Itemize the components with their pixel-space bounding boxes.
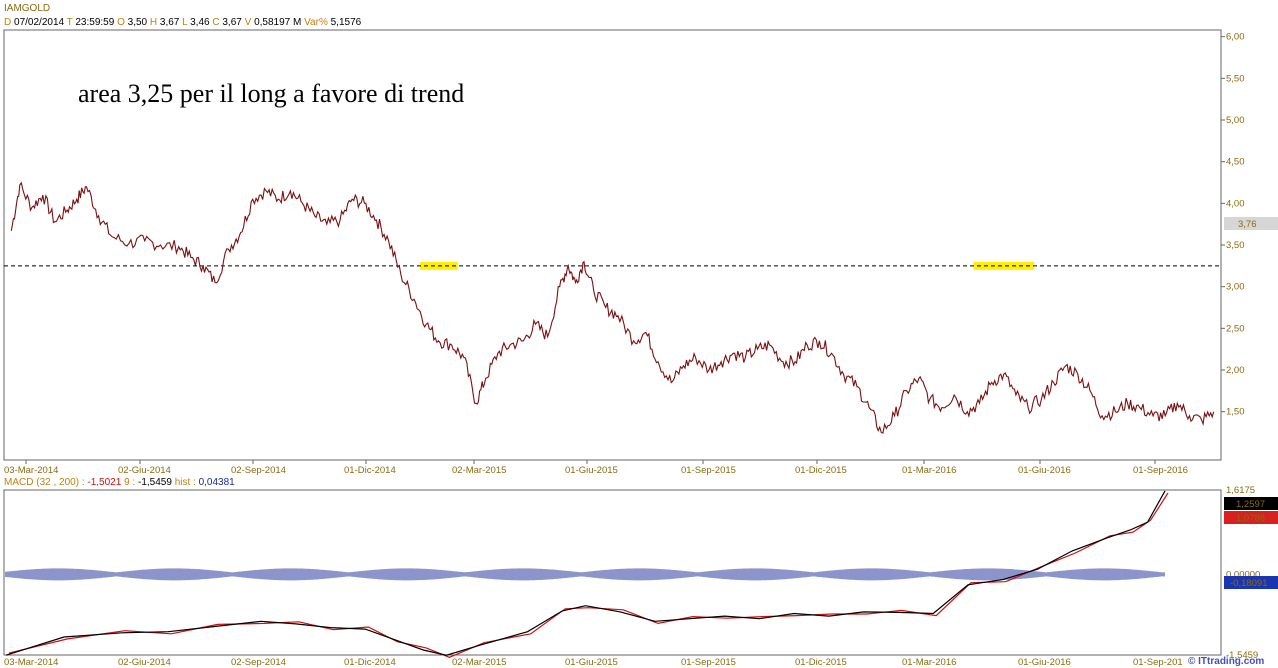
y-tick-label: 5,50 [1226,73,1245,84]
macd-x-tick-label: 01-Giu-2016 [1018,657,1071,668]
readout-value: 07/02/2014 [11,17,64,28]
y-tick-label: 2,00 [1226,365,1245,376]
readout-value: 3,50 [125,17,148,28]
y-tick-label: 4,00 [1226,198,1245,209]
signal-value-label: 1,0788 [1236,513,1265,524]
macd-histogram [5,568,1165,581]
x-tick-label: 02-Sep-2014 [231,465,286,476]
signal-readout-value: -1,5459 [138,477,175,488]
x-tick-label: 02-Mar-2015 [452,465,506,476]
last-price-tag: 3,76 [1224,217,1278,230]
macd-x-axis: 03-Mar-2014 02-Giu-2014 02-Sep-2014 01-Dic-… [4,657,1183,668]
chart-annotation: area 3,25 per il long a favore di trend [78,79,464,108]
macd-y-axis: 1,6175 0,00000 -1,5459 [1226,485,1260,661]
x-tick-label: 01-Giu-2015 [565,465,618,476]
macd-x-tick-label: 03-Mar-2014 [4,657,58,668]
macd-params: (32 , 200) : [36,477,87,488]
last-price-label: 3,76 [1238,219,1257,230]
macd-panel-frame [3,489,1222,656]
price-x-axis: 03-Mar-2014 02-Giu-2014 02-Sep-2014 01-Dic-… [4,460,1188,476]
readout-key: T [64,17,73,28]
readout-key: D [4,17,11,28]
x-tick-label: 01-Dic-2015 [795,465,847,476]
price-y-axis: 6,00 5,50 5,00 4,50 4,00 3,50 3,00 2,50 2,00 1,50 [1221,32,1245,418]
x-tick-label: 02-Giu-2014 [118,465,171,476]
macd-y-tick-label: -1,5459 [1226,650,1258,661]
readout-value: 5,1576 [328,17,362,28]
macd-x-tick-label: 02-Mar-2015 [452,657,506,668]
price-line [10,181,1215,434]
readout-key: H [147,17,157,28]
readout-value: 23:59:59 [73,17,115,28]
macd-x-tick-label: 01-Sep-201 [1133,657,1183,668]
macd-value-bg [1224,497,1278,510]
macd-y-tick-label: 1,6175 [1226,485,1255,496]
signal-readout-name: 9 : [124,477,138,488]
signal-value-bg [1224,511,1278,524]
y-tick-label: 2,50 [1226,323,1245,334]
last-price-bg [1224,217,1278,230]
macd-value-label: 1,2597 [1236,499,1265,510]
readout-value: 3,46 [187,17,210,28]
macd-title: MACD [4,477,36,488]
readout-value: 3,67 [157,17,180,28]
ohlc-readout: D 07/02/2014 T 23:59:59 O 3,50 H 3,67 L … [4,17,362,28]
macd-x-tick-label: 01-Dic-2015 [795,657,847,668]
macd-readout: MACD (32 , 200) : -1,5021 9 : -1,5459 hi… [4,477,235,488]
price-panel: 6,00 5,50 5,00 4,50 4,00 3,50 3,00 2,50 2,00 1,50… [3,29,1278,476]
macd-x-tick-label: 01-Giu-2015 [565,657,618,668]
watermark: © ITtrading.com [1188,656,1264,667]
x-tick-label: 03-Mar-2014 [4,465,58,476]
macd-x-tick-label: 02-Giu-2014 [118,657,171,668]
x-tick-label: 01-Giu-2016 [1018,465,1071,476]
readout-key: C [210,17,220,28]
hist-value-label: -0,18091 [1230,578,1268,589]
y-tick-label: 1,50 [1226,407,1245,418]
y-tick-label: 6,00 [1226,32,1245,43]
macd-panel: MACD (32 , 200) : -1,5021 9 : -1,5459 hi… [3,477,1278,668]
macd-y-tick-label: 0,00000 [1226,569,1260,580]
y-tick-label: 5,00 [1226,115,1245,126]
readout-key: Var% [301,17,328,28]
highlight-zone [973,261,1035,270]
readout-key: O [114,17,125,28]
macd-x-tick-label: 01-Sep-2015 [681,657,736,668]
y-tick-label: 3,00 [1226,282,1245,293]
macd-x-tick-label: 01-Mar-2016 [902,657,956,668]
y-tick-label: 4,50 [1226,157,1245,168]
readout-key: L [179,17,188,28]
symbol-title: IAMGOLD [4,3,50,14]
x-tick-label: 01-Mar-2016 [902,465,956,476]
readout-value: 3,67 [220,17,243,28]
x-tick-label: 01-Sep-2016 [1133,465,1188,476]
hist-readout-value: 0,04381 [199,477,236,488]
macd-x-tick-label: 02-Sep-2014 [231,657,286,668]
macd-line [5,490,1166,656]
macd-readout-value: -1,5021 [87,477,124,488]
hist-value-bg [1224,576,1278,589]
readout-value: 0,58197 M [251,17,301,28]
chart-header: IAMGOLD D 07/02/2014 T 23:59:59 O 3,50 H… [4,3,362,28]
y-tick-label: 3,50 [1226,240,1245,251]
x-tick-label: 01-Sep-2015 [681,465,736,476]
x-tick-label: 01-Dic-2014 [344,465,396,476]
hist-readout-name: hist : [175,477,199,488]
macd-value-tags: 1,2597 1,0788 -0,18091 [1224,497,1278,589]
readout-key: V [242,17,252,28]
macd-x-tick-label: 01-Dic-2014 [344,657,396,668]
